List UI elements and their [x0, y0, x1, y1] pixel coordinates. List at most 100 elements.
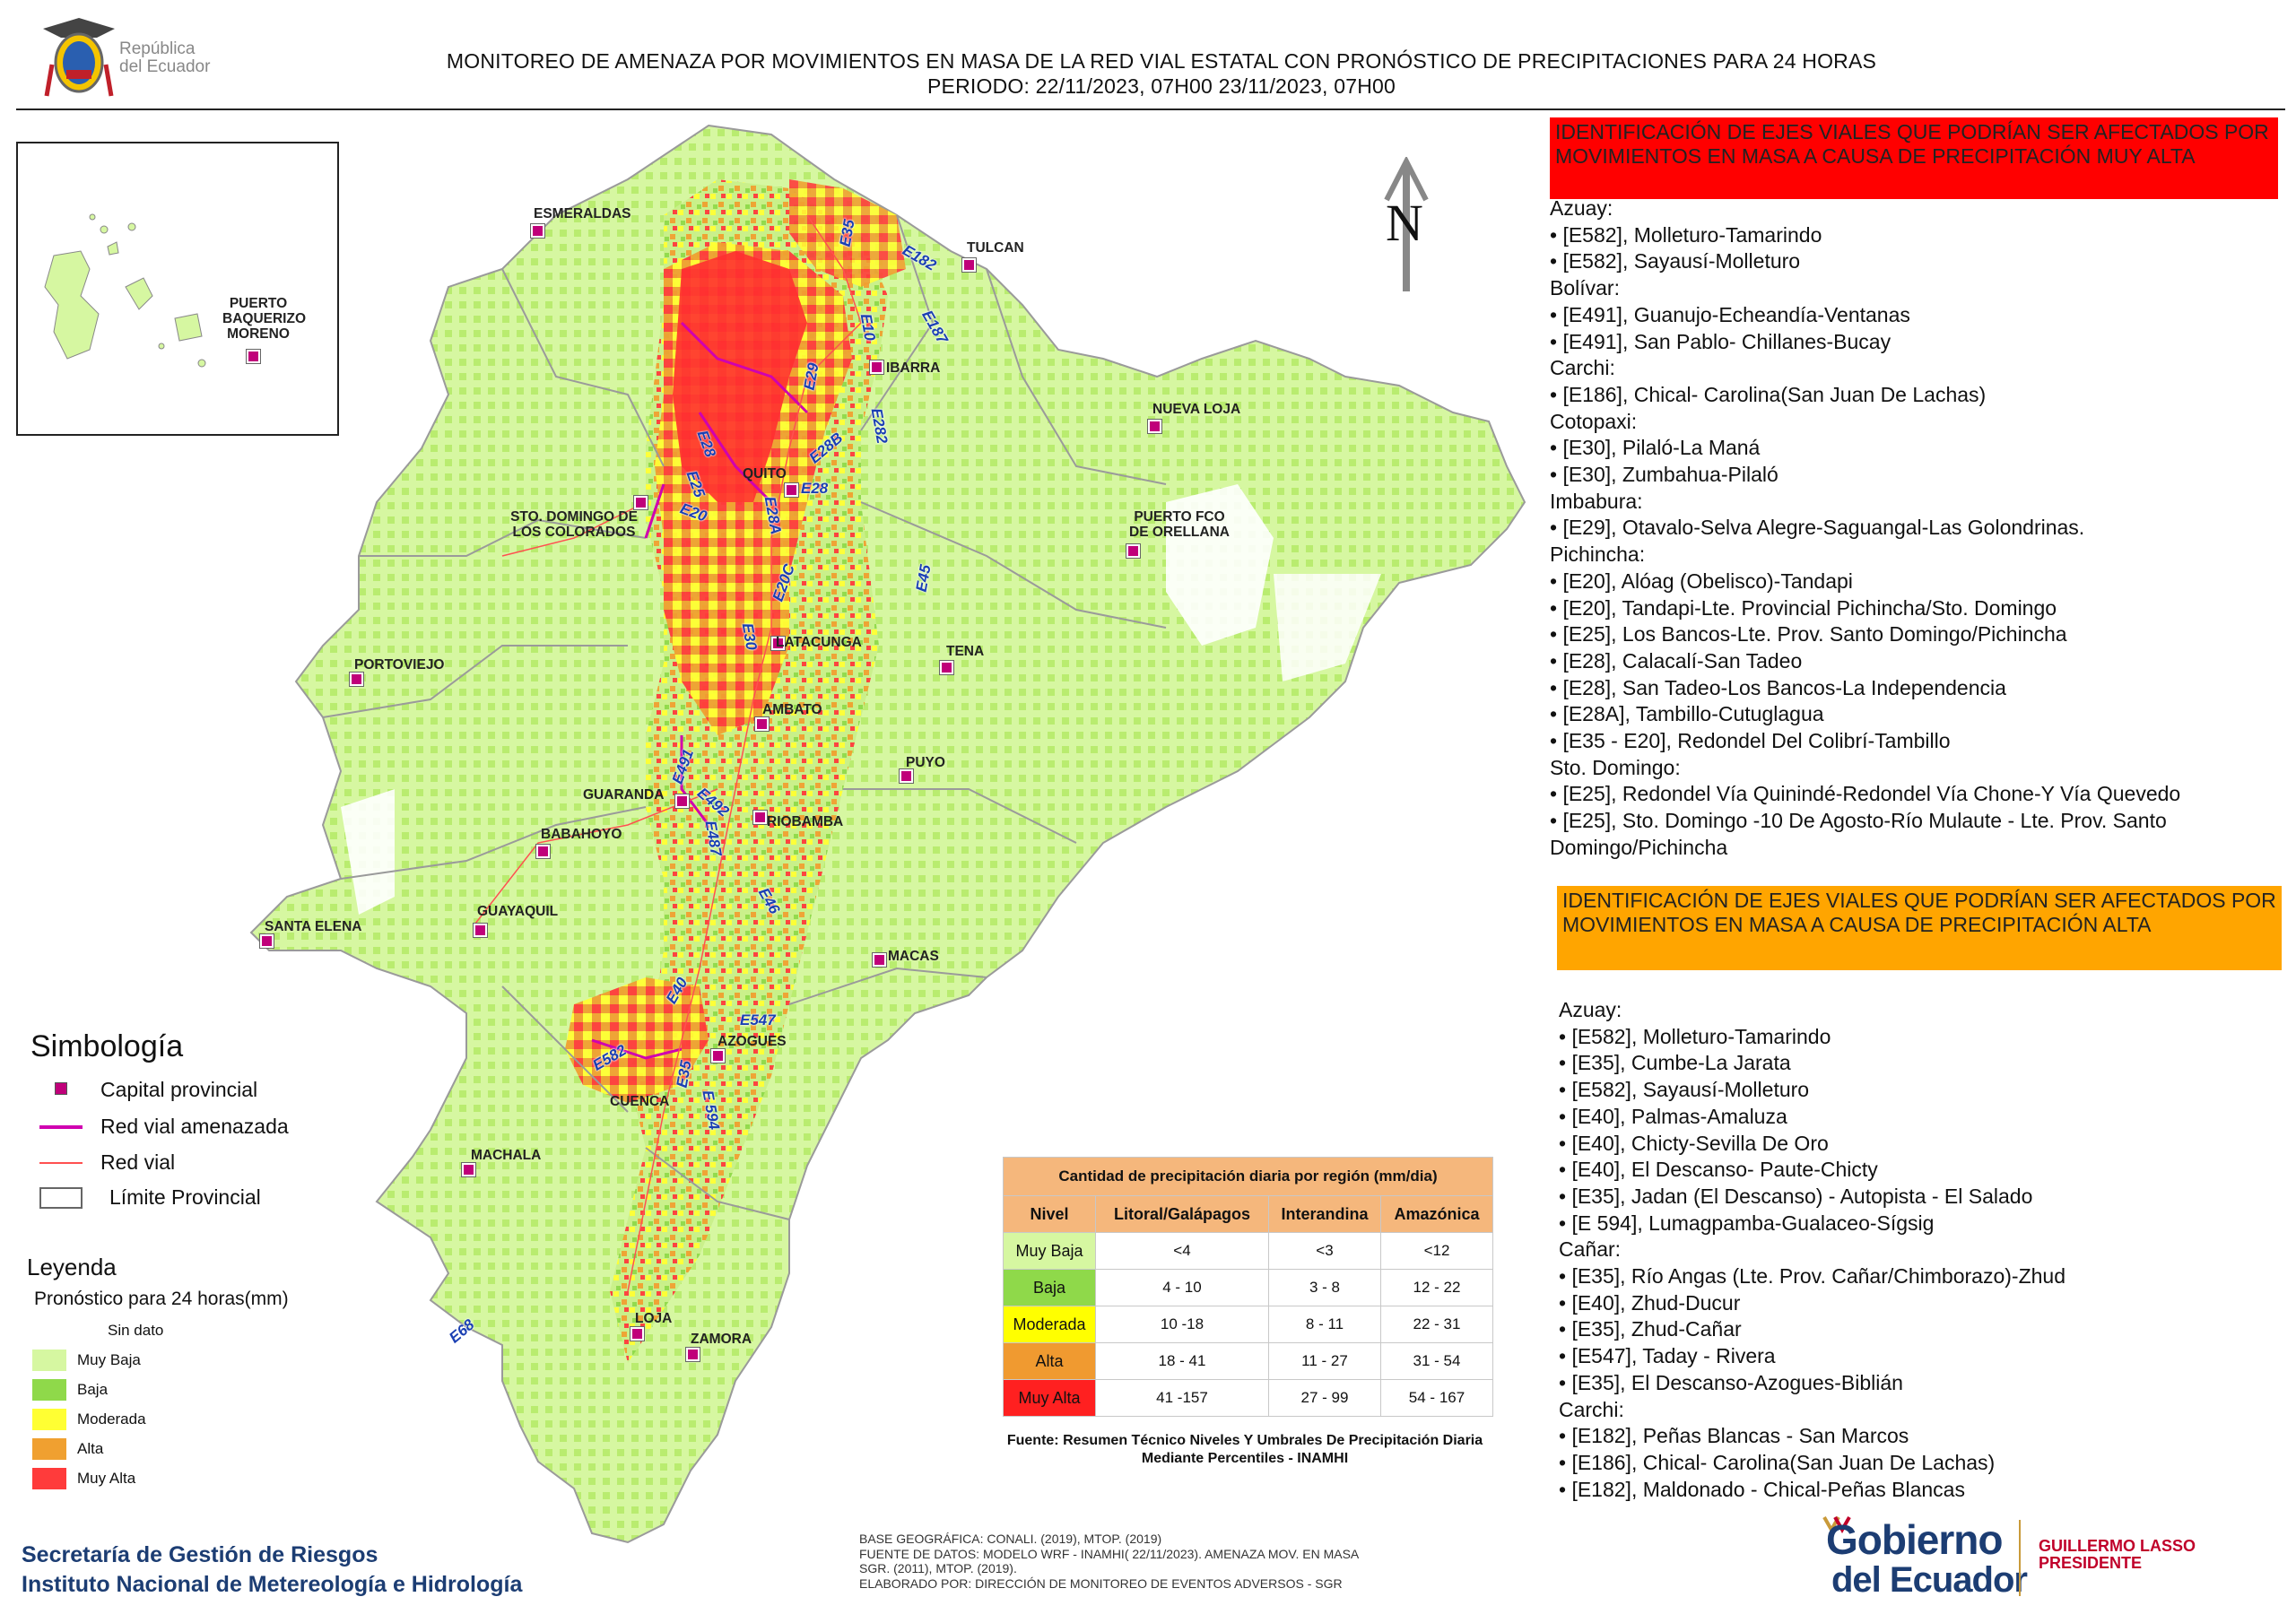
capital-marker-babahoyo: [535, 844, 551, 859]
road-list-item: • [E182], Peñas Blancas - San Marcos: [1559, 1424, 1909, 1448]
map-title-line1: MONITOREO DE AMENAZA POR MOVIMIENTOS EN …: [446, 49, 1877, 73]
capital-marker-tena: [939, 660, 954, 675]
city-label-azogues: AZOGUES: [718, 1034, 787, 1049]
city-label-tena: TENA: [946, 644, 985, 659]
credits-line: FUENTE DE DATOS: MODELO WRF - INAMHI( 22…: [859, 1546, 1360, 1561]
azuay-hot-zone: [565, 977, 709, 1103]
road-list-item: • [E30], Zumbahua-Pilaló: [1550, 463, 1779, 487]
road-list-item: • [E25], Sto. Domingo -10 De Agosto-Río …: [1550, 809, 2167, 833]
legend-swatch: [32, 1409, 66, 1430]
road-label: E28: [801, 480, 829, 497]
capital-marker-quito: [784, 482, 799, 498]
legend-item: Muy Alta: [32, 1468, 135, 1489]
city-label-puerto-baquerizo: PUERTO BAQUERIZO MORENO: [222, 296, 306, 342]
table-header: Nivel: [1003, 1195, 1096, 1233]
president-name-line: GUILLERMO LASSO: [2039, 1537, 2196, 1555]
city-label-babahoyo: BABAHOYO: [541, 827, 622, 842]
city-label-tulcan: TULCAN: [967, 240, 1024, 256]
table-cell: 11 - 27: [1268, 1342, 1381, 1380]
table-level-cell: Muy Alta: [1003, 1379, 1096, 1417]
road-list-item: • [E35], Río Angas (Lte. Prov. Cañar/Chi…: [1559, 1264, 2066, 1289]
road-list-item: • [E40], Palmas-Amaluza: [1559, 1104, 1787, 1128]
capital-marker-puerto-orellana: [1126, 543, 1141, 559]
road-list-item: • [E186], Chical- Carolina(San Juan De L…: [1550, 382, 1987, 406]
legend-swatch: [32, 1320, 66, 1341]
legend-swatch: [32, 1438, 66, 1460]
gobierno-logo-line1: Gobierno: [1826, 1516, 2003, 1563]
symbology-item-boundary: Límite Provincial: [39, 1185, 261, 1210]
road-list-item: • [E 594], Lumagpamba-Gualaceo-Sígsig: [1559, 1211, 1935, 1235]
galapagos-islands-drawing: [44, 213, 206, 368]
road-list-item: • [E582], Molleturo-Tamarindo: [1550, 222, 1822, 247]
galapagos-inset-map: PUERTO BAQUERIZO MORENO: [16, 142, 339, 436]
table-header: Interandina: [1268, 1195, 1381, 1233]
table-row: Baja 4 - 10 3 - 8 12 - 22: [1003, 1269, 1493, 1306]
president-title-line: PRESIDENTE: [2039, 1554, 2143, 1572]
city-label-guayaquil: GUAYAQUIL: [477, 904, 559, 919]
road-list-item: • [E491], Guanujo-Echeandía-Ventanas: [1550, 302, 1910, 326]
symbology-label: Red vial amenazada: [100, 1115, 289, 1138]
table-row: Moderada 10 -18 8 - 11 22 - 31: [1003, 1306, 1493, 1343]
table-cell: 3 - 8: [1268, 1269, 1381, 1306]
city-label-machala: MACHALA: [471, 1148, 542, 1163]
road-list-item: • [E28], Calacalí-San Tadeo: [1550, 648, 1803, 673]
alta-road-list: Azuay: • [E582], Molleturo-Tamarindo • [E3…: [1559, 997, 2066, 1503]
legend-item: Muy Baja: [32, 1350, 141, 1371]
table-cell: <4: [1095, 1232, 1269, 1270]
legend-item: Alta: [32, 1438, 103, 1460]
legend-label: Alta: [77, 1440, 104, 1457]
road-list-item: • [E582], Molleturo-Tamarindo: [1559, 1024, 1831, 1048]
road-list-item: • [E547], Taday - Rivera: [1559, 1344, 1776, 1368]
road-list-item: • [E40], El Descanso- Paute-Chicty: [1559, 1158, 1878, 1182]
gobierno-logo-mark: [1822, 1516, 1851, 1533]
capital-marker-loja: [630, 1326, 645, 1341]
capital-marker-zamora: [685, 1347, 700, 1362]
president-name: GUILLERMO LASSO PRESIDENTE: [2039, 1538, 2196, 1572]
precipitation-table: Cantidad de precipitación diaria por reg…: [1003, 1157, 1493, 1417]
city-label-macas: MACAS: [888, 949, 939, 964]
province-heading: Domingo/Pichincha: [1550, 835, 1728, 859]
table-source: Fuente: Resumen Técnico Niveles Y Umbral…: [1006, 1433, 1483, 1466]
table-cell: 8 - 11: [1268, 1306, 1381, 1343]
road-list-item: • [E28], San Tadeo-Los Bancos-La Indepen…: [1550, 675, 2006, 699]
table-cell: <12: [1380, 1232, 1493, 1270]
capital-marker-icon: [39, 1081, 74, 1100]
table-cell: 12 - 22: [1380, 1269, 1493, 1306]
table-body: Muy Baja <4 <3 <12 Baja 4 - 10 3 - 8 12 - 22 Mod…: [1003, 1232, 1493, 1417]
table-caption: Cantidad de precipitación diaria por reg…: [1003, 1157, 1493, 1196]
table-cell: 54 - 167: [1380, 1379, 1493, 1417]
legend-label: Baja: [77, 1381, 109, 1398]
city-label-latacunga: LATACUNGA: [776, 635, 862, 650]
road-list-item: • [E28A], Tambillo-Cutuglagua: [1550, 702, 1824, 726]
credits-line: BASE GEOGRÁFICA: CONALI. (2019), MTOP. (…: [859, 1532, 1162, 1546]
province-heading: Sto. Domingo:: [1550, 755, 1681, 779]
symbology-item-capital: Capital provincial: [39, 1078, 257, 1102]
capital-marker-santa-elena: [259, 933, 274, 949]
road-list-item: • [E35 - E20], Redondel Del Colibrí-Tamb…: [1550, 729, 1951, 753]
table-level-cell: Muy Baja: [1003, 1232, 1096, 1270]
north-arrow-icon: [1384, 157, 1429, 291]
city-label-riobamba: RIOBAMBA: [767, 814, 844, 829]
carchi-hot-zone: [789, 179, 906, 287]
city-label-quito: QUITO: [743, 466, 787, 482]
header-divider: [16, 108, 2285, 110]
table-level-cell: Baja: [1003, 1269, 1096, 1306]
republica-del-ecuador-text: República del Ecuador: [119, 39, 211, 76]
legend-label: Sin dato: [108, 1322, 164, 1339]
road-list-item: • [E20], Tandapi-Lte. Provincial Pichinc…: [1550, 595, 2057, 620]
credits-line: SGR. (2011), MTOP. (2019).: [859, 1561, 1017, 1575]
road-list-item: • [E35], Jadan (El Descanso) - Autopista…: [1559, 1184, 2033, 1208]
alta-heading: IDENTIFICACIÓN DE EJES VIALES QUE PODRÍA…: [1557, 886, 2282, 970]
symbology-item-threatened-road: Red vial amenazada: [39, 1115, 289, 1139]
north-letter: N: [1386, 194, 1423, 252]
province-heading: Azuay:: [1550, 196, 1613, 220]
table-row: Muy Baja <4 <3 <12: [1003, 1232, 1493, 1270]
muy-alta-heading: IDENTIFICACIÓN DE EJES VIALES QUE PODRÍA…: [1550, 117, 2278, 199]
ecuador-outline: [249, 124, 1526, 1544]
province-heading: Imbabura:: [1550, 489, 1643, 513]
capital-marker-sto-domingo: [633, 495, 648, 510]
province-heading: Azuay:: [1559, 998, 1622, 1021]
legend-item: Sin dato: [32, 1320, 163, 1341]
table-cell: 31 - 54: [1380, 1342, 1493, 1380]
table-row: Alta 18 - 41 11 - 27 31 - 54: [1003, 1342, 1493, 1380]
